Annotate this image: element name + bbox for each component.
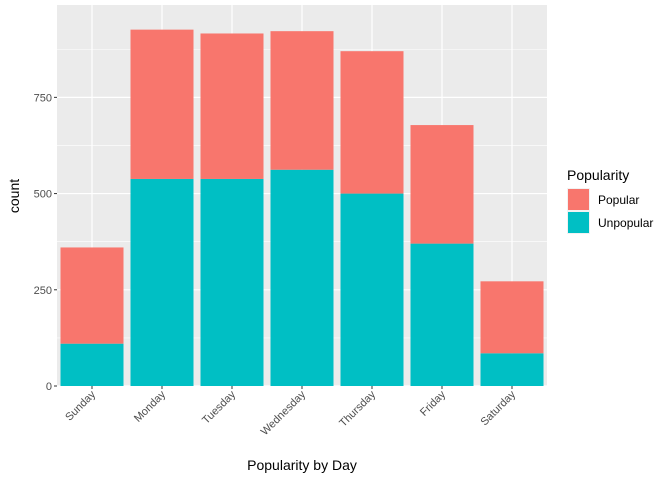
bars <box>60 29 544 386</box>
legend: Popularity Popular Unpopular <box>567 167 653 234</box>
y-tick-label: 250 <box>34 285 52 297</box>
x-tick-label: Tuesday <box>200 388 238 426</box>
bar-popular-saturday <box>480 281 544 354</box>
legend-swatch-unpopular <box>568 212 589 233</box>
x-tick-label: Monday <box>132 388 169 425</box>
bar-unpopular-tuesday <box>200 178 264 386</box>
bar-popular-sunday <box>60 247 124 344</box>
y-tick-label: 750 <box>34 92 52 104</box>
bar-popular-wednesday <box>270 31 334 170</box>
x-tick-label: Thursday <box>337 388 378 429</box>
bar-unpopular-wednesday <box>270 169 334 386</box>
x-axis-title: Popularity by Day <box>247 457 357 473</box>
x-tick-label: Wednesday <box>259 388 309 438</box>
x-tick-label: Saturday <box>479 388 519 428</box>
legend-entries: Popular Unpopular <box>567 188 653 234</box>
legend-title: Popularity <box>567 167 629 183</box>
y-axis-ticks: 0 250 500 750 <box>34 92 57 393</box>
bar-unpopular-saturday <box>480 353 544 386</box>
legend-swatch-popular <box>568 189 589 210</box>
x-tick-label: Friday <box>418 388 448 418</box>
y-tick-label: 500 <box>34 189 52 201</box>
y-tick-label: 0 <box>46 381 52 393</box>
bar-unpopular-sunday <box>60 343 124 386</box>
x-axis-ticks: Sunday Monday Tuesday Wednesday Thursday Frid… <box>63 386 518 438</box>
bar-popular-thursday <box>340 51 404 194</box>
y-axis-title: count <box>6 179 22 213</box>
legend-label-popular: Popular <box>598 193 639 207</box>
bar-popular-monday <box>130 29 194 179</box>
bar-popular-friday <box>410 125 474 244</box>
bar-unpopular-friday <box>410 243 474 386</box>
bar-unpopular-monday <box>130 178 194 386</box>
legend-label-unpopular: Unpopular <box>598 216 653 230</box>
bar-popular-tuesday <box>200 33 264 179</box>
bar-unpopular-thursday <box>340 193 404 386</box>
x-tick-label: Sunday <box>63 388 98 423</box>
